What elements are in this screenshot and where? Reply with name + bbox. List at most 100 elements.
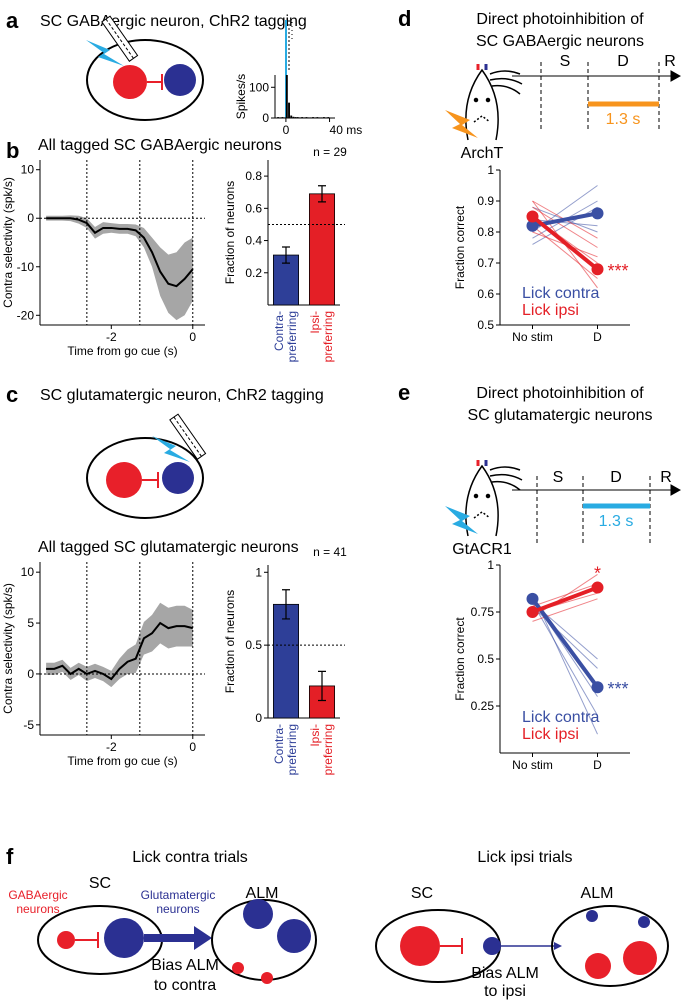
subject-line [532,206,598,248]
panel-title: Lick contra trials [132,849,248,866]
timeline [512,476,682,545]
error-bar [282,246,290,264]
x-tick-label: preferring [321,724,335,775]
y-tick-label: 0.8 [477,225,494,239]
epoch-label: D [610,469,622,486]
chart-title: All tagged SC glutamatergic neurons [38,539,299,556]
bar [308,193,335,306]
region-label: SC [89,875,111,892]
effect-label: Bias ALM [151,957,219,974]
y-tick-label: -10 [17,260,35,274]
panel-label: e [398,380,410,405]
x-axis-label: Time from go cue (s) [67,754,177,768]
x-tick-label: preferring [321,311,335,362]
y-tick-label: 0.5 [477,652,494,666]
effect-label: to ipsi [484,983,526,1000]
error-band [46,215,193,321]
x-tick-label: Ipsi- [308,724,322,747]
region-label: ALM [246,885,279,902]
y-tick-label: 0.8 [245,169,262,183]
effect-label: to contra [154,977,216,994]
histogram-bar [307,117,310,118]
y-tick-label: 10 [21,163,35,177]
epoch-label: D [617,53,629,70]
y-axis-label: Fraction of neurons [223,181,237,284]
histogram-bar [281,117,284,118]
opsin-label: ArchT [461,145,504,162]
y-tick-label: 0.25 [471,699,495,713]
x-tick-label: 0 [283,123,290,137]
significance-label: * [594,564,601,584]
x-tick-label: No stim [512,330,553,344]
panel-title: SC GABAergic neurons [476,33,644,50]
series-line [531,214,599,271]
panel-title: Direct photoinhibition of [476,385,644,402]
histogram-bar [327,117,330,118]
circuit-diagram [375,905,669,987]
series-point [526,606,539,618]
x-tick-label: Contra- [272,311,286,351]
error-band [46,602,193,688]
y-axis-label: Fraction correct [453,617,467,701]
histogram-bar [320,117,323,118]
circuit-diagram [37,899,317,984]
histogram-bar [309,117,312,118]
legend-label: Lick ipsi [522,726,579,743]
y-tick-label: 0.75 [471,605,495,619]
y-tick-label: 0 [255,711,262,725]
series-point [526,210,539,223]
histogram-bar [305,117,308,118]
cell-label: neurons [16,902,59,916]
x-tick-label: -2 [106,740,117,754]
y-tick-label: 0.4 [245,234,262,248]
series-point [591,263,604,276]
series-point [591,681,604,694]
light-icon [445,110,478,138]
histogram-bar [299,117,301,118]
light-icon [445,506,478,534]
region-label: SC [411,885,433,902]
histogram-bar [323,117,325,118]
y-axis-label: Contra selectivity (spk/s) [1,583,15,714]
panel-label: c [6,382,18,407]
y-tick-label: 1 [487,163,494,177]
y-tick-label: 0.5 [477,318,494,332]
series-point [591,207,604,220]
significance-label: *** [608,261,629,281]
histogram-bar [316,117,319,118]
legend-label: Lick contra [522,285,599,302]
sample-size: n = 29 [313,145,347,159]
x-tick-label: preferring [285,724,299,775]
histogram-bar [325,117,328,118]
y-tick-label: 0.6 [245,201,262,215]
histogram-bar [294,117,297,118]
significance-label: *** [608,679,629,699]
tagging-diagram [86,413,207,519]
y-tick-label: -20 [17,308,35,322]
epoch-label: S [560,53,571,70]
y-tick-label: 0.7 [477,256,494,270]
series-point [591,581,604,594]
histogram-bar [288,102,290,118]
panel-title: Lick ipsi trials [477,849,572,866]
x-tick-label: 0 [189,330,196,344]
duration-label: 1.3 s [606,111,641,128]
x-tick-label: preferring [285,311,299,362]
panel-label: b [6,138,19,163]
error-bar [282,589,290,620]
y-tick-label: 0.5 [245,638,262,652]
panel-label: f [6,844,14,869]
histogram-bar [279,117,282,118]
x-tick-label: D [593,330,602,344]
histogram-bar [296,117,299,118]
subject-line [532,583,598,607]
region-label: ALM [581,885,614,902]
x-tick-label: Ipsi- [308,311,322,334]
error-bar [318,670,326,702]
mouse-diagram [465,64,523,141]
histogram-bar [292,116,295,118]
subject-line [532,598,598,622]
error-bar [318,185,326,203]
x-tick-label: Contra- [272,724,286,764]
